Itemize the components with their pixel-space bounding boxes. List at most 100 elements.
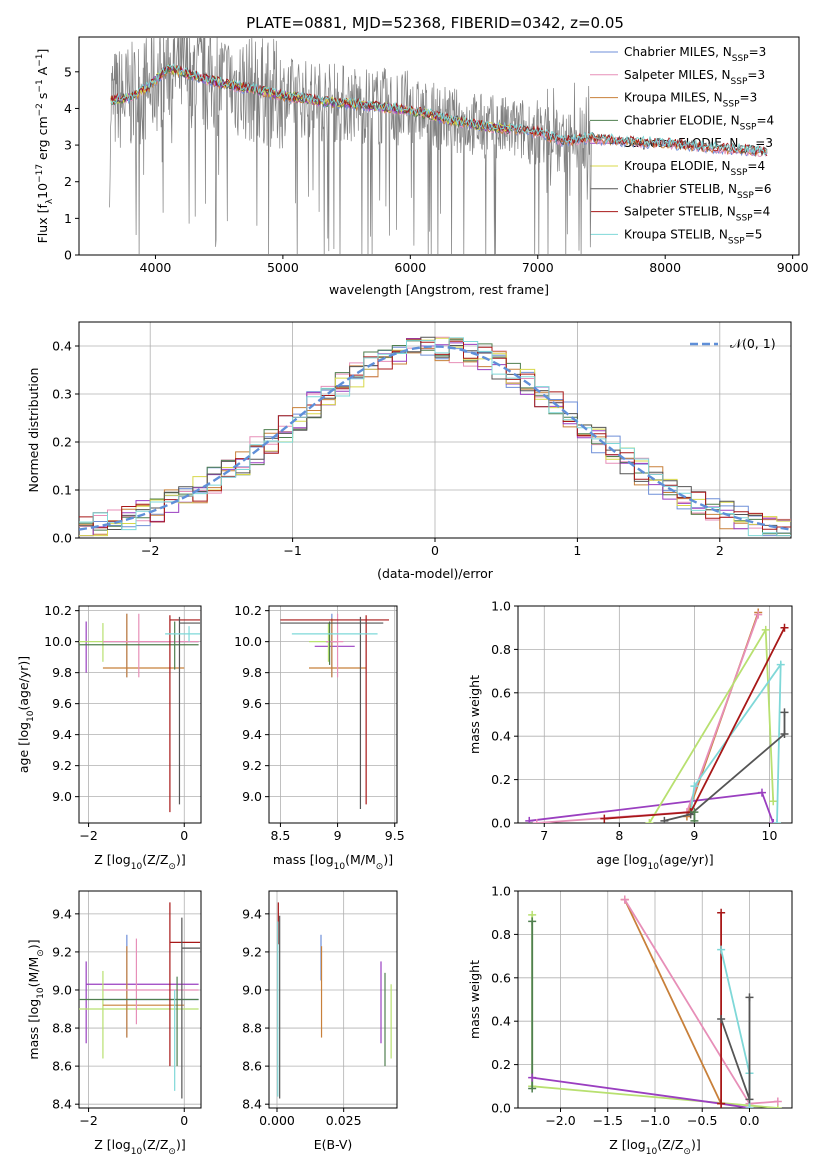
x-tick-label: −2 (141, 543, 159, 558)
y-tick-label: 9.2 (242, 944, 262, 959)
y-tick-label: 9.2 (242, 758, 262, 773)
legend: Chabrier MILES, NSSP=3 Salpeter MILES, NS… (590, 45, 774, 246)
y-tick-label: 8.4 (52, 1097, 72, 1112)
weight-line-chabrier_stelib (664, 712, 786, 822)
y-axis-label: mass weight (467, 960, 482, 1039)
y-tick-label: 4 (64, 101, 72, 116)
y-tick-label: 9.8 (242, 665, 262, 680)
model-spectrum-kroupa_stelib (110, 63, 768, 156)
x-tick-label: 7000 (522, 260, 554, 275)
legend-label: Chabrier ELODIE, NSSP=4 (624, 113, 774, 132)
y-tick-label: 8.8 (52, 1021, 72, 1036)
x-tick-label: 9.5 (385, 828, 405, 843)
weight-marker (745, 1104, 754, 1108)
observed-spectrum (109, 37, 592, 255)
x-axis-label: Z [log10(Z/Z⊙)] (609, 1137, 700, 1157)
clip-age_vs_mass-content (280, 613, 389, 810)
weight-marker (528, 1073, 537, 1082)
axes-frame (268, 605, 398, 824)
x-tick-label: −1.0 (640, 1113, 670, 1128)
weight-marker (772, 819, 781, 823)
weight-marker (776, 660, 785, 669)
y-tick-label: 9.0 (242, 982, 262, 997)
y-tick-label: 0.4 (491, 1014, 511, 1029)
y-tick-label: 9.6 (52, 696, 72, 711)
x-tick-label: 0 (180, 828, 188, 843)
y-tick-label: 9.0 (52, 789, 72, 804)
axes-frame (78, 605, 202, 824)
y-tick-label: 0.0 (52, 531, 72, 546)
mass_vs_EBV-axes: 0.000 0.025 8.4 8.6 8.8 9.0 9.2 9.4 E(B-V) (242, 890, 398, 1152)
x-axis-label: Z [log10(Z/Z⊙)] (94, 852, 185, 872)
legend-label: Chabrier STELIB, NSSP=6 (624, 182, 772, 201)
y-tick-label: 9.8 (52, 665, 72, 680)
y-tick-label: 0.0 (491, 816, 511, 831)
x-tick-label: 0 (180, 1113, 188, 1128)
x-tick-label: 6000 (394, 260, 426, 275)
y-tick-label: 10.2 (234, 603, 262, 618)
y-tick-label: 8.8 (242, 1021, 262, 1036)
y-tick-label: 9.2 (52, 944, 72, 959)
x-tick-label: −2 (79, 828, 97, 843)
y-tick-label: 0.8 (491, 642, 511, 657)
y-axis-label: Normed distribution (26, 368, 41, 493)
y-axis-label: age [log10(age/yr)] (16, 656, 36, 773)
y-tick-label: 8.6 (52, 1059, 72, 1074)
weight-line-kroupa_stelib (689, 661, 782, 823)
x-tick-label: 10 (762, 828, 778, 843)
weight-marker (690, 808, 699, 817)
weight-marker (769, 797, 778, 806)
weight-marker (717, 1099, 726, 1108)
x-tick-label: −0.5 (687, 1113, 717, 1128)
y-tick-label: 8.4 (242, 1097, 262, 1112)
mass_weight_vs_Z-axes: −2.0 −1.5 −1.0 −0.5 0.0 0.0 0.2 0.4 0.6 0.8 1.0 Z [… (467, 884, 793, 1157)
y-tick-label: 1 (64, 211, 72, 226)
figure-title: PLATE=0881, MJD=52368, FIBERID=0342, z=0… (246, 14, 624, 32)
axes-frame (78, 36, 800, 256)
x-tick-label: 2 (716, 543, 724, 558)
weight-marker (600, 814, 609, 823)
mass_weight_vs_age-axes: 7 8 9 10 0.0 0.2 0.4 0.6 0.8 1.0 age [log10(age/yr… (467, 599, 793, 872)
age_vs_mass-axes: 8.5 9 9.5 9.0 9.2 9.4 9.6 9.8 10.0 10.2 mass [log1… (234, 603, 405, 872)
x-tick-label: −1.5 (593, 1113, 623, 1128)
y-tick-label: 9.2 (52, 758, 72, 773)
histogram-kroupa_stelib (79, 337, 791, 537)
y-axis-label: Flux [fλ10−17 erg cm−2 s−1 A−1] (35, 49, 55, 244)
legend-label: Salpeter MILES, NSSP=3 (624, 68, 765, 87)
y-tick-label: 0.6 (491, 685, 511, 700)
y-tick-label: 10.2 (44, 603, 72, 618)
axes-frame (78, 321, 792, 539)
weight-marker (769, 819, 778, 823)
clip-mass_weight_vs_Z-content (528, 895, 782, 1108)
y-tick-label: 2 (64, 174, 72, 189)
x-tick-label: −2 (79, 1113, 97, 1128)
legend-label: 𝒩(0, 1) (730, 336, 776, 351)
y-tick-label: 9.4 (242, 906, 262, 921)
residuals-axes: −2 −1 0 1 2 0.0 0.1 0.2 0.3 0.4 (data-model)/error… (26, 321, 792, 581)
y-tick-label: 0.2 (52, 435, 72, 450)
y-tick-label: 0.3 (52, 387, 72, 402)
y-tick-label: 5 (64, 64, 72, 79)
x-tick-label: 9 (690, 828, 698, 843)
weight-marker (528, 917, 537, 926)
x-tick-label: 4000 (140, 260, 172, 275)
y-tick-label: 0.2 (491, 772, 511, 787)
axes-frame (517, 890, 793, 1109)
model-spectrum-chabrier_stelib (110, 63, 768, 157)
x-axis-label: age [log10(age/yr)] (596, 852, 713, 872)
mass_vs_Z-axes: −2 0 8.4 8.6 8.8 9.0 9.2 9.4 Z [log10(Z/Z⊙)] mass… (26, 890, 202, 1157)
weight-marker (717, 908, 726, 917)
weight-marker (780, 708, 789, 717)
weight-line-kroupa_miles (623, 899, 722, 1105)
x-tick-label: 5000 (267, 260, 299, 275)
axes-frame (517, 605, 793, 824)
x-tick-label: −1 (283, 543, 301, 558)
weight-marker (620, 895, 629, 904)
weight-marker (645, 819, 654, 823)
y-tick-label: 0.1 (52, 483, 72, 498)
clip-res-content (79, 336, 791, 537)
y-tick-label: 9.4 (52, 906, 72, 921)
spectrum-axes: 4000 5000 6000 7000 8000 9000 0 1 2 3 4 5 wavelength… (35, 36, 809, 297)
y-tick-label: 0.4 (52, 339, 72, 354)
weight-marker (528, 1084, 537, 1093)
